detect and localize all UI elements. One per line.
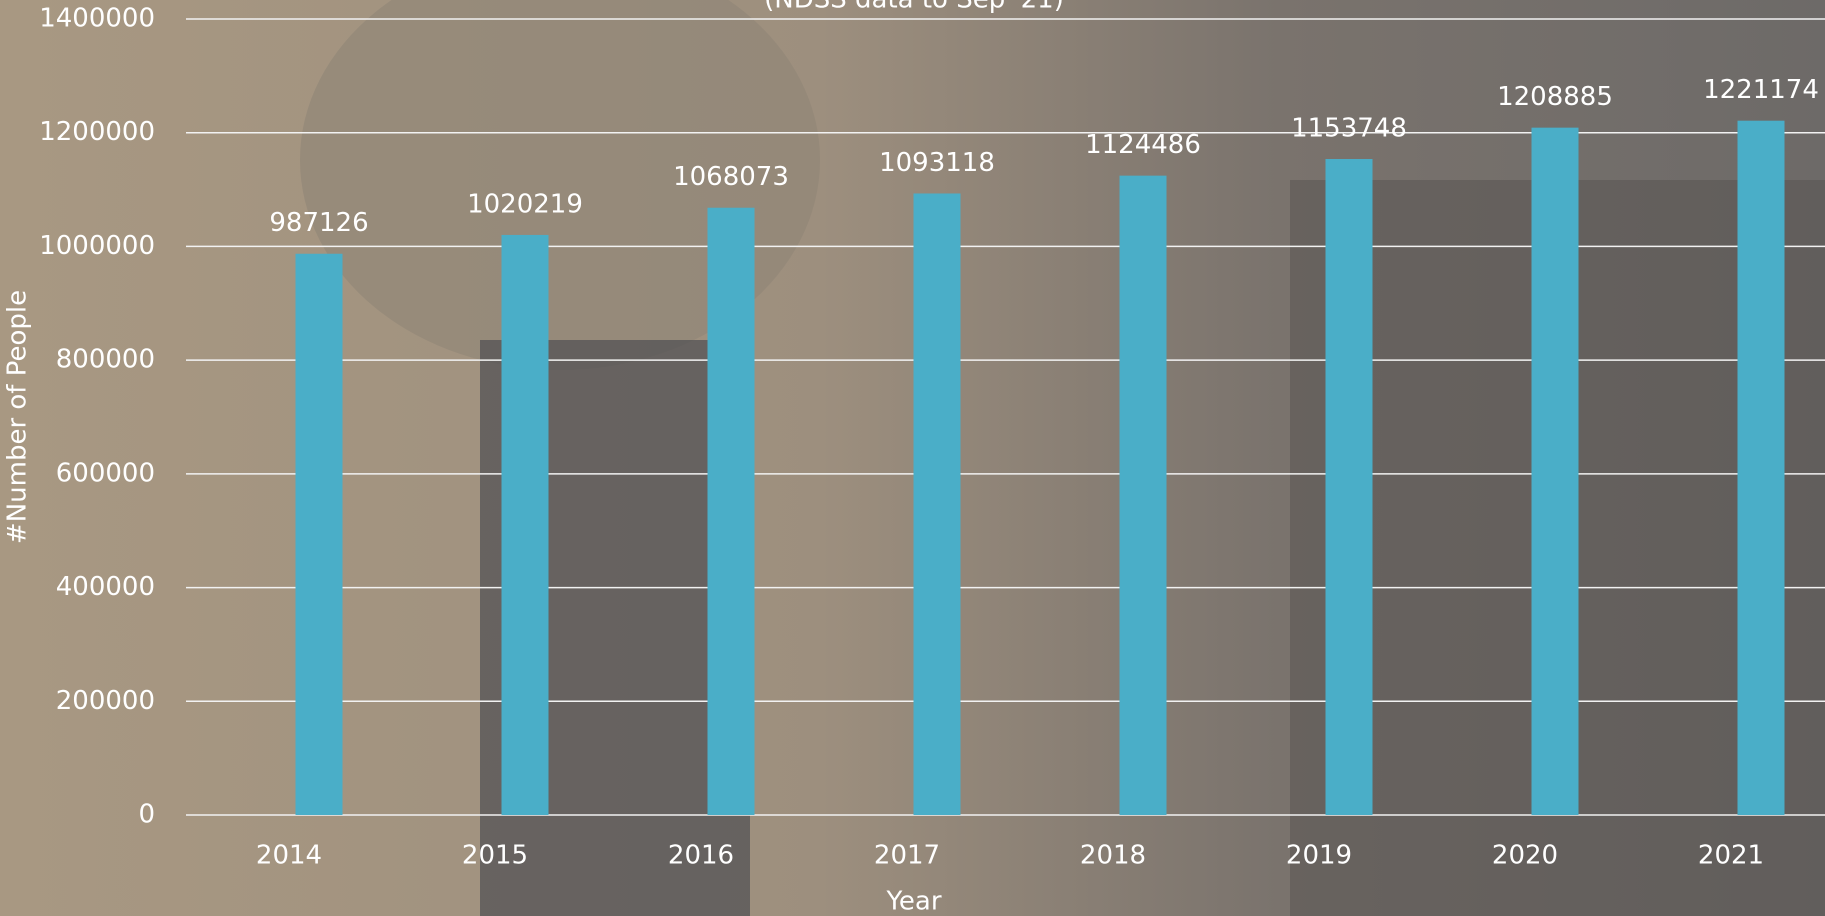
x-tick-label: 2021 bbox=[1698, 841, 1764, 871]
data-label: 1221174 bbox=[1703, 75, 1819, 105]
x-tick-label: 2016 bbox=[668, 841, 734, 871]
bar bbox=[1119, 175, 1167, 815]
bar bbox=[295, 253, 343, 816]
y-tick-label: 200000 bbox=[56, 686, 155, 716]
chart-subtitle: (NDSS data to Sep '21) bbox=[764, 0, 1064, 15]
x-axis-label: Year bbox=[885, 887, 941, 916]
y-tick-label: 1400000 bbox=[39, 4, 155, 34]
y-tick-label: 0 bbox=[138, 800, 155, 830]
data-label: 1124486 bbox=[1085, 130, 1201, 160]
y-tick-label: 400000 bbox=[56, 572, 155, 602]
bar bbox=[1737, 120, 1785, 815]
data-label: 1208885 bbox=[1497, 82, 1613, 112]
x-tick-label: 2015 bbox=[462, 841, 528, 871]
bar bbox=[913, 193, 961, 815]
bar bbox=[501, 234, 549, 816]
x-tick-label: 2017 bbox=[874, 841, 940, 871]
y-tick-label: 1200000 bbox=[39, 117, 155, 147]
data-label: 1093118 bbox=[879, 148, 995, 178]
bar bbox=[707, 207, 755, 815]
y-tick-label: 600000 bbox=[56, 458, 155, 488]
y-axis-label: #Number of People bbox=[3, 290, 33, 544]
data-label: 1020219 bbox=[467, 189, 583, 219]
y-tick-label: 1000000 bbox=[39, 231, 155, 261]
x-tick-label: 2018 bbox=[1080, 841, 1146, 871]
bar bbox=[1325, 159, 1373, 816]
background-rock bbox=[300, 0, 820, 370]
x-tick-label: 2019 bbox=[1286, 841, 1352, 871]
bar bbox=[1531, 127, 1579, 815]
data-label: 1153748 bbox=[1291, 114, 1407, 144]
x-tick-label: 2020 bbox=[1492, 841, 1558, 871]
x-tick-label: 2014 bbox=[256, 841, 322, 871]
y-tick-label: 800000 bbox=[56, 345, 155, 375]
data-label: 987126 bbox=[269, 208, 368, 238]
data-label: 1068073 bbox=[673, 162, 789, 192]
